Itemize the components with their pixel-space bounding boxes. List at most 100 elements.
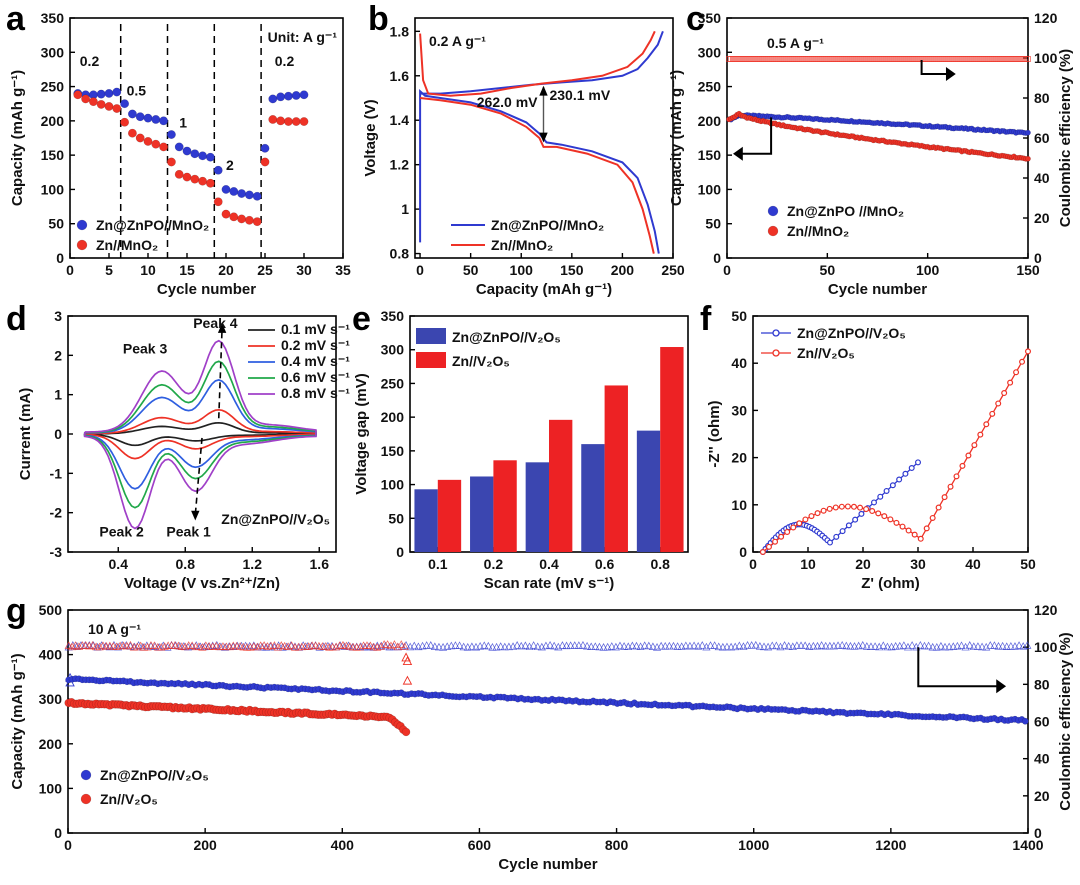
panel-d-plot: 0.4 0.8 1.2 1.6 -3 -2 -1 0 1 2 3 Voltage (V vs.Zn²⁺… [17,308,350,592]
d-sample-label: Zn@ZnPO//V₂O₅ [221,511,330,527]
f-nyquist-point-0 [889,482,896,489]
g-ce-point-0 [550,641,559,650]
g-ce-point-0 [858,640,867,649]
d-peak-label-4: Peak 4 [193,315,238,331]
g-ce-point-0 [628,641,637,650]
b-gap-arrow-head-up [539,85,548,96]
g-ce-point-0 [862,642,871,650]
panel-e: e 0 50 100 150 200 250 300 350 0.1 0.2 0.4 0.6 0.8 Sc… [352,300,689,592]
g-ce-point-0 [710,641,719,649]
f-ytick-label: 40 [731,355,747,371]
g-ce-point-1 [133,642,142,651]
f-nyquist-point-1 [875,510,882,517]
g-ce-point-0 [179,642,188,650]
f-axes-frame [752,315,1029,553]
c-ce-point [1025,56,1031,62]
d-peak1-shift-arrow [194,437,203,515]
f-ylabel: -Z'' (ohm) [706,400,723,467]
g-ce-point-1 [373,643,382,651]
b-xtick-label: 50 [463,262,479,278]
a-legend-label-0: Zn@ZnPO//MnO₂ [96,217,209,233]
f-nyquist-point-0 [833,533,840,540]
a-ytick-label: 100 [41,181,65,197]
g-ce-point-0 [685,641,695,650]
a-point-0 [190,149,200,159]
a-point-1 [174,169,184,179]
f-nyquist-point-1 [1013,369,1020,376]
a-point-0 [104,88,114,98]
c-y2tick-label: 40 [1034,170,1050,186]
g-ce-point-1 [85,641,94,650]
a-point-1 [299,117,309,126]
f-xtick-label: 0 [749,556,757,572]
c-y2tick-label: 120 [1034,10,1058,26]
a-point-0 [299,90,309,100]
a-point-0 [268,94,278,104]
d-peak-label-1: Peak 1 [166,523,211,539]
a-point-1 [151,139,161,149]
g-ce-point-1 [198,643,207,651]
f-nyquist-point-1 [929,514,936,521]
a-point-1 [260,157,270,167]
f-nyquist-point-0 [908,465,915,472]
g-ce-point-0 [928,642,937,651]
g-ce-point-0 [850,642,859,650]
c-legend-marker-0 [767,205,779,217]
g-ce-point-0 [994,641,1003,650]
g-ce-point-0 [488,642,497,651]
g-ce-point-1 [273,642,282,651]
g-ce-outlier [402,675,413,685]
a-point-1 [135,133,145,143]
a-rate-label: 1 [179,115,187,131]
f-legend-marker-1 [772,349,780,357]
f-xtick-label: 30 [910,556,926,572]
g-ytick-label: 500 [39,602,63,618]
g-ce-point-0 [940,642,950,651]
c-ytick-label: 250 [698,79,722,95]
a-xtick-label: 15 [179,262,195,278]
f-nyquist-point-1 [772,538,779,545]
g-ce-point-0 [669,641,678,650]
g-ce-point-0 [513,641,522,649]
g-ce-point-1 [376,642,385,650]
d-ytick-label: -1 [50,465,63,481]
d-ylabel: Current (mA) [17,388,34,481]
panel-letter-d: d [6,300,27,338]
g-ce-point-0 [936,641,946,650]
a-point-1 [283,117,293,126]
e-xtick-label: 0.1 [428,556,448,572]
g-ce-point-0 [381,641,390,650]
g-ce-point-1 [304,642,313,650]
g-ce-point-1 [390,640,399,648]
c-ytick-label: 350 [698,10,722,26]
a-point-1 [221,209,231,219]
g-y2tick-label: 0 [1034,825,1042,841]
a-point-1 [96,99,106,109]
g-legend-label-1: Zn//V₂O₅ [100,791,158,807]
g-xtick-label: 1400 [1012,837,1043,853]
d-xtick-label: 1.2 [243,556,263,572]
a-xtick-label: 5 [105,262,113,278]
g-ce-point-0 [451,641,460,649]
g-ce-point-0 [521,641,530,650]
b-rate-label: 0.2 A g⁻¹ [429,33,486,49]
g-rate-label: 10 A g⁻¹ [88,621,141,637]
f-legend-label-1: Zn//V₂O₅ [797,345,855,361]
f-nyquist-point-1 [977,431,984,438]
a-point-1 [252,217,262,227]
a-legend-marker-0 [76,219,88,231]
f-nyquist-point-1 [869,507,876,514]
c-ytick-label: 200 [698,113,722,129]
g-ce-point-0 [644,641,653,650]
g-ce-point-0 [640,641,649,649]
g-ce-point-1 [188,641,197,649]
g-xtick-label: 1000 [738,837,769,853]
a-point-1 [143,136,153,146]
g-ce-point-0 [726,642,736,651]
f-nyquist-point-1 [759,548,766,555]
panel-f-plot: 0 10 20 30 40 50 0 10 20 30 40 50 Z' (ohm) -Z'' (ohm)… [706,308,1036,592]
f-nyquist-point-1 [953,473,960,480]
f-xlabel: Z' (ohm) [861,575,920,592]
g-xtick-label: 0 [64,837,72,853]
g-ce-point-0 [615,641,625,650]
